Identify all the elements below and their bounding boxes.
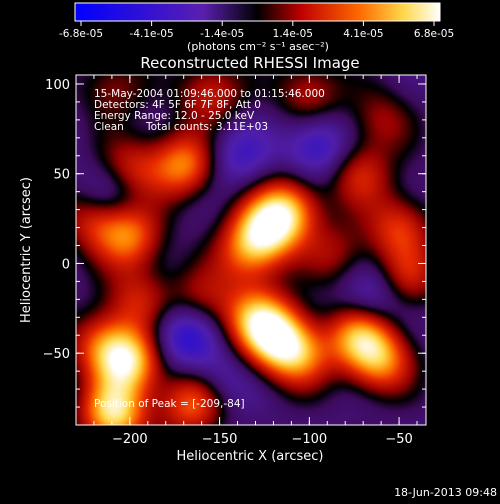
- y-tick-label: 100: [45, 78, 70, 93]
- colorbar-units-label: (photons cm⁻² s⁻¹ asec⁻²): [187, 40, 329, 53]
- colorbar: [74, 2, 441, 22]
- chart-title: Reconstructed RHESSI Image: [140, 54, 359, 72]
- y-tick-label: 0: [62, 257, 70, 272]
- peak-position-label: Position of Peak = [-209,-84]: [94, 398, 245, 410]
- annotation-time-range: 15-May-2004 01:09:46.000 to 01:15:46.000: [94, 88, 325, 100]
- plot-frame: [75, 74, 427, 426]
- colorbar-tick-label: 4.1e-05: [343, 28, 383, 40]
- colorbar-tick-label: -4.1e-05: [130, 28, 174, 40]
- x-tick-label: −200: [112, 432, 148, 447]
- x-tick-label: −100: [291, 432, 327, 447]
- heatmap-image: [76, 75, 426, 425]
- colorbar-tick-label: 6.8e-05: [414, 28, 454, 40]
- colorbar-tick-label: -1.4e-05: [200, 28, 244, 40]
- annotation-detectors: Detectors: 4F 5F 6F 7F 8F, Att 0: [94, 99, 261, 111]
- y-tick-label: −50: [43, 347, 70, 362]
- annotation-energy: Energy Range: 12.0 - 25.0 keV: [94, 110, 255, 122]
- colorbar-tick-label: 1.4e-05: [273, 28, 313, 40]
- colorbar-ticks: -6.8e-05 -4.1e-05 -1.4e-05 1.4e-05 4.1e-05 6.…: [59, 21, 454, 40]
- y-axis-label: Heliocentric Y (arcsec): [19, 177, 34, 323]
- timestamp: 18-Jun-2013 09:48: [394, 486, 497, 499]
- colorbar-tick-label: -6.8e-05: [59, 28, 103, 40]
- x-axis-label: Heliocentric X (arcsec): [177, 449, 324, 464]
- annotation-algorithm: Clean: [94, 121, 124, 133]
- x-tick-label: −150: [202, 432, 238, 447]
- annotation-total-counts: Total counts: 3.11E+03: [145, 121, 268, 133]
- x-tick-label: −50: [385, 432, 412, 447]
- y-tick-label: 50: [53, 168, 70, 183]
- image-wrapper: [76, 75, 426, 425]
- y-axis: −50 0 50 100: [43, 78, 426, 426]
- x-axis: −200 −150 −100 −50: [75, 75, 418, 447]
